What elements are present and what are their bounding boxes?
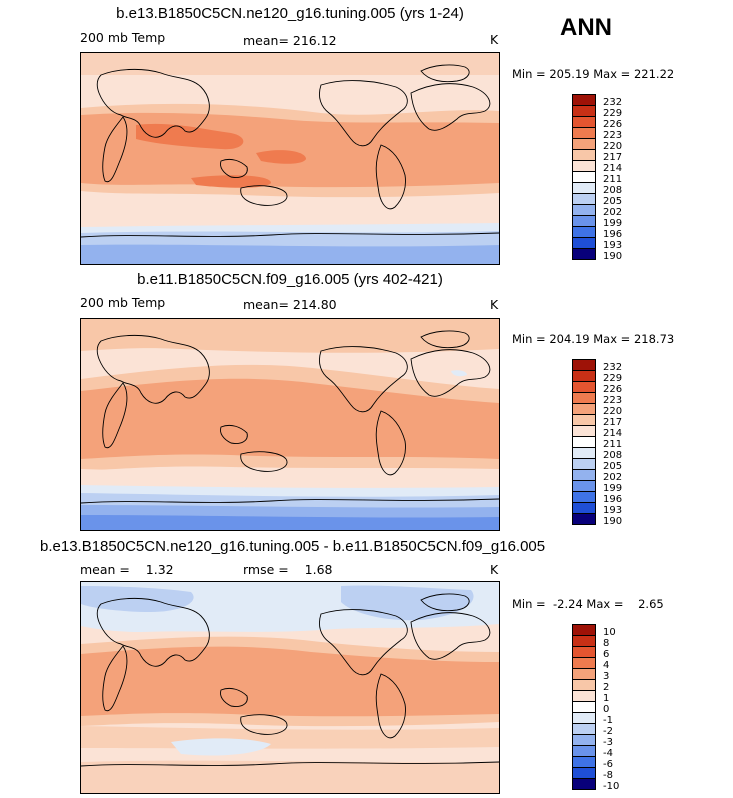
- panel2-cbar-tick-3: 226: [603, 384, 623, 395]
- panel3-cbar-tick-10: -2: [603, 726, 613, 737]
- panel1-units-label: K: [490, 32, 499, 47]
- panel2-cbar-tick-8: 211: [603, 439, 623, 450]
- panel3-minmax: Min = -2.24 Max = 2.65: [512, 597, 664, 611]
- panel2-cbar-tick-2: 229: [603, 373, 623, 384]
- panel3-cbar-tick-15: -10: [603, 781, 620, 792]
- panel1-cbar-tick-4: 223: [603, 130, 623, 141]
- panel2-cbar-tick-5: 220: [603, 406, 623, 417]
- panel1-cbar-tick-3: 226: [603, 119, 623, 130]
- panel1-cbar-tick-9: 208: [603, 185, 623, 196]
- panel3-map: [80, 581, 500, 794]
- panel1-coastlines: [81, 64, 499, 238]
- panel3-title: b.e13.B1850C5CN.ne120_g16.tuning.005 - b…: [40, 538, 546, 555]
- panel3-map-svg: [81, 582, 499, 793]
- panel2-cbar-tick-4: 223: [603, 395, 623, 406]
- panel2-colorbar: 232 229 226 223 220 217 214 211 208 205 …: [572, 359, 632, 527]
- panel3-cbar-tick-14: -8: [603, 770, 613, 781]
- panel3-coastlines: [81, 593, 499, 767]
- panel2-variable-label: 200 mb Temp: [80, 295, 166, 310]
- panel2-map: [80, 318, 500, 531]
- panel3-cbar-tick-12: -4: [603, 748, 613, 759]
- panel1-cbar-tick-7: 214: [603, 163, 623, 174]
- panel2-cbar-tick-9: 208: [603, 450, 623, 461]
- panel3-cbar-tick-6: 2: [603, 682, 610, 693]
- panel3-colorbar: 10 8 6 4 3 2 1 0 -1 -2 -3 -4 -6 -8 -10: [572, 624, 632, 792]
- panel1-map-svg: [81, 53, 499, 264]
- panel1-map: [80, 52, 500, 265]
- panel1-mean-label: mean= 216.12: [243, 33, 337, 48]
- season-label: ANN: [560, 14, 612, 41]
- panel1-cbar-swatch-15: [572, 248, 596, 260]
- panel1-cbar-tick-2: 229: [603, 108, 623, 119]
- panel3-cbar-tick-2: 8: [603, 638, 610, 649]
- panel3-cbar-tick-4: 4: [603, 660, 610, 671]
- panel2-map-svg: [81, 319, 499, 530]
- panel2-cbar-tick-14: 193: [603, 505, 623, 516]
- panel1-colorbar: 232 229 226 223 220 217 214 211 208 205 …: [572, 94, 632, 262]
- panel2-mean-label: mean= 214.80: [243, 297, 337, 312]
- panel1-minmax: Min = 205.19 Max = 221.22: [512, 67, 675, 81]
- panel1-cbar-tick-14: 193: [603, 240, 623, 251]
- panel3-rmse-label: rmse = 1.68: [243, 562, 333, 577]
- panel2-cbar-tick-13: 196: [603, 494, 623, 505]
- panel2-cbar-tick-1: 232: [603, 362, 623, 373]
- panel1-cbar-tick-6: 217: [603, 152, 623, 163]
- panel1-cbar-tick-10: 205: [603, 196, 623, 207]
- panel3-units-label: K: [490, 562, 499, 577]
- panel1-cbar-tick-15: 190: [603, 251, 623, 262]
- panel3-cbar-tick-5: 3: [603, 671, 610, 682]
- panel3-cbar-tick-13: -6: [603, 759, 613, 770]
- panel2-cbar-tick-11: 202: [603, 472, 623, 483]
- panel3-cbar-tick-7: 1: [603, 693, 610, 704]
- panel1-variable-label: 200 mb Temp: [80, 30, 166, 45]
- panel1-title: b.e13.B1850C5CN.ne120_g16.tuning.005 (yr…: [116, 5, 464, 22]
- panel2-units-label: K: [490, 297, 499, 312]
- panel3-cbar-tick-11: -3: [603, 737, 613, 748]
- panel1-cbar-tick-8: 211: [603, 174, 623, 185]
- panel3-cbar-tick-9: -1: [603, 715, 613, 726]
- panel2-cbar-tick-12: 199: [603, 483, 623, 494]
- panel2-cbar-tick-15: 190: [603, 516, 623, 527]
- panel3-cbar-tick-8: 0: [603, 704, 610, 715]
- panel1-cbar-tick-1: 232: [603, 97, 623, 108]
- panel3-cbar-tick-1: 10: [603, 627, 616, 638]
- panel2-cbar-tick-7: 214: [603, 428, 623, 439]
- panel3-mean-label: mean = 1.32: [80, 562, 174, 577]
- panel2-title: b.e11.B1850C5CN.f09_g16.005 (yrs 402-421…: [137, 271, 443, 288]
- panel2-cbar-tick-10: 205: [603, 461, 623, 472]
- panel2-coastlines: [81, 330, 499, 504]
- panel1-cbar-tick-5: 220: [603, 141, 623, 152]
- panel1-cbar-tick-13: 196: [603, 229, 623, 240]
- panel2-cbar-tick-6: 217: [603, 417, 623, 428]
- panel2-minmax: Min = 204.19 Max = 218.73: [512, 332, 675, 346]
- panel1-cbar-tick-12: 199: [603, 218, 623, 229]
- panel1-cbar-tick-11: 202: [603, 207, 623, 218]
- panel3-cbar-tick-3: 6: [603, 649, 610, 660]
